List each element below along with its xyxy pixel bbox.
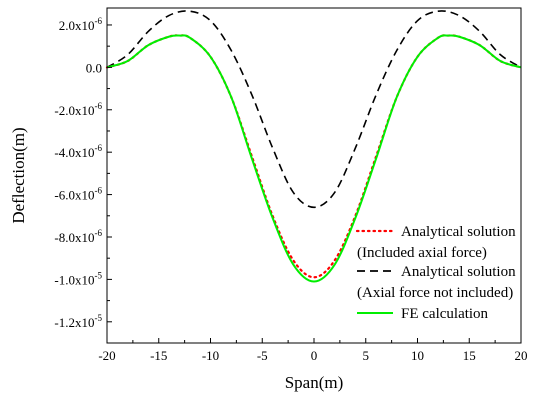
- y-tick-label: 2.0x10-6: [59, 16, 103, 33]
- x-axis-title: Span(m): [285, 373, 344, 392]
- legend-label-1: (Included axial force): [357, 245, 487, 261]
- x-tick-label: 15: [463, 348, 476, 363]
- y-tick-label: 0.0: [86, 60, 102, 75]
- legend-label-2: (Axial force not included): [357, 285, 513, 301]
- y-tick-label: -1.0x10-5: [54, 270, 102, 287]
- tick-layer: -20 -15 -10 -5 0 5 10 15 20 2.0x10-6 0.0 -2.0x10-6 -…: [54, 16, 527, 363]
- y-tick-label: -1.2x10-5: [54, 313, 102, 330]
- x-tick-label: -5: [257, 348, 268, 363]
- series-line-3: [106, 34, 522, 283]
- y-tick-label: -6.0x10-6: [54, 186, 102, 203]
- x-tick-label: 5: [363, 348, 370, 363]
- legend-label-2: Analytical solution: [401, 264, 516, 280]
- legend: Analytical solution (Included axial force…: [355, 224, 516, 322]
- x-tick-label: 20: [515, 348, 528, 363]
- y-axis-title: Deflection(m): [9, 127, 28, 223]
- y-tick-label: -2.0x10-6: [54, 101, 102, 118]
- legend-label-3: FE calculation: [401, 306, 489, 322]
- y-tick-label: -8.0x10-6: [54, 228, 102, 245]
- x-tick-label: -10: [202, 348, 219, 363]
- y-tick-label: -4.0x10-6: [54, 143, 102, 160]
- legend-label-1: Analytical solution: [401, 224, 516, 240]
- x-tick-label: 0: [311, 348, 318, 363]
- series-line-2: [106, 10, 522, 209]
- x-tick-label: 10: [411, 348, 424, 363]
- x-tick-label: -20: [98, 348, 115, 363]
- series-layer: [105, 10, 523, 283]
- x-tick-label: -15: [150, 348, 167, 363]
